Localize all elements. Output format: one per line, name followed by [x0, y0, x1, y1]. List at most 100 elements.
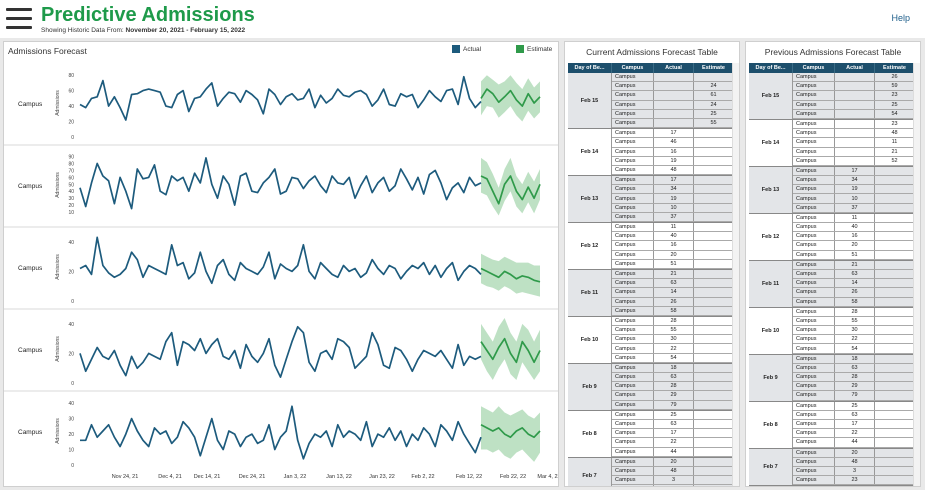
table-row[interactable]: Campus 16: [793, 232, 915, 242]
table-row[interactable]: Campus 20: [612, 250, 734, 260]
table-row[interactable]: Campus 37: [612, 212, 734, 222]
table-row[interactable]: Campus 63: [612, 279, 734, 289]
table-row[interactable]: Campus 16: [612, 147, 734, 157]
column-header[interactable]: Estimate: [694, 63, 734, 73]
current-forecast-table[interactable]: Day of Be... Campus Actual Estimate Feb 15 Ca…: [568, 63, 734, 486]
table-row[interactable]: Campus 40: [612, 232, 734, 242]
table-row[interactable]: Campus 25: [612, 109, 734, 119]
table-row[interactable]: Campus 28: [612, 382, 734, 392]
table-row[interactable]: Campus 11: [793, 138, 915, 148]
table-row[interactable]: Campus 22: [612, 344, 734, 354]
table-row[interactable]: Campus 48: [612, 466, 734, 477]
previous-table-scrollbar[interactable]: [913, 63, 920, 486]
previous-forecast-table[interactable]: Day of Be... Campus Actual Estimate Feb 15 Ca…: [749, 63, 915, 486]
table-row[interactable]: Campus 58: [793, 297, 915, 307]
table-row[interactable]: Campus 55: [793, 316, 915, 327]
table-row[interactable]: Campus 58: [612, 306, 734, 316]
table-row[interactable]: Campus 48: [793, 129, 915, 139]
table-row[interactable]: Campus 22: [793, 429, 915, 439]
table-row[interactable]: Campus 11: [793, 213, 915, 223]
table-row[interactable]: Campus 28: [793, 307, 915, 317]
table-row[interactable]: Campus: [612, 73, 734, 83]
table-row[interactable]: Campus 63: [612, 419, 734, 430]
table-row[interactable]: Campus 51: [612, 259, 734, 269]
table-row[interactable]: Campus 44: [612, 447, 734, 457]
legend-actual[interactable]: Actual: [452, 45, 481, 53]
table-row[interactable]: Campus 26: [793, 288, 915, 298]
table-row[interactable]: Campus 10: [793, 194, 915, 204]
table-row[interactable]: Campus 34: [612, 185, 734, 195]
table-row[interactable]: Campus 28: [793, 373, 915, 383]
column-header[interactable]: Day of Be...: [568, 63, 612, 73]
table-row[interactable]: Campus 55: [612, 326, 734, 336]
table-row[interactable]: Campus 24: [612, 100, 734, 110]
table-row[interactable]: Campus 3: [612, 476, 734, 486]
table-row[interactable]: Campus 14: [612, 288, 734, 298]
table-row[interactable]: Campus 10: [612, 203, 734, 213]
legend-estimate[interactable]: Estimate: [516, 45, 552, 53]
table-row[interactable]: Campus 29: [793, 382, 915, 392]
current-table-scrollbar[interactable]: [732, 63, 739, 486]
table-row[interactable]: Campus 59: [793, 82, 915, 92]
table-row[interactable]: Campus 61: [612, 91, 734, 101]
help-link[interactable]: Help: [891, 13, 910, 23]
table-row[interactable]: Campus 55: [612, 118, 734, 129]
table-row[interactable]: Campus 29: [612, 391, 734, 401]
table-row[interactable]: Campus 54: [793, 109, 915, 119]
table-row[interactable]: Campus 63: [793, 410, 915, 420]
table-row[interactable]: Campus 25: [793, 401, 915, 411]
table-row[interactable]: Campus 26: [612, 297, 734, 307]
table-row[interactable]: Campus 17: [612, 429, 734, 439]
table-row[interactable]: Campus 22: [793, 335, 915, 345]
column-header[interactable]: Actual: [654, 63, 694, 73]
table-row[interactable]: Campus 46: [612, 138, 734, 148]
table-row[interactable]: Campus 21: [793, 147, 915, 157]
table-row[interactable]: Campus 16: [612, 241, 734, 251]
column-header[interactable]: Estimate: [875, 63, 915, 73]
table-row[interactable]: Campus 19: [612, 194, 734, 204]
table-row[interactable]: Campus 48: [793, 457, 915, 467]
table-row[interactable]: Campus 48: [612, 165, 734, 176]
table-row[interactable]: Campus 21: [793, 260, 915, 270]
table-row[interactable]: Campus 30: [612, 335, 734, 345]
table-row[interactable]: Campus 54: [612, 353, 734, 363]
table-row[interactable]: Campus 14: [793, 279, 915, 289]
table-row[interactable]: Campus 19: [612, 156, 734, 166]
table-row[interactable]: Campus 17: [612, 176, 734, 186]
column-header[interactable]: Day of Be...: [749, 63, 793, 73]
table-row[interactable]: Campus 28: [612, 316, 734, 327]
table-row[interactable]: Campus 63: [793, 269, 915, 280]
table-row[interactable]: Campus 52: [793, 156, 915, 166]
table-row[interactable]: Campus 34: [793, 176, 915, 186]
table-row[interactable]: Campus 24: [612, 82, 734, 92]
column-header[interactable]: Actual: [835, 63, 875, 73]
table-row[interactable]: Campus 20: [793, 241, 915, 251]
menu-icon[interactable]: [6, 8, 32, 30]
table-row[interactable]: Campus 30: [793, 326, 915, 336]
table-row[interactable]: Campus 18: [793, 354, 915, 364]
table-row[interactable]: Campus 40: [793, 223, 915, 233]
column-header[interactable]: Campus: [793, 63, 835, 73]
table-row[interactable]: Campus 44: [793, 438, 915, 448]
table-row[interactable]: Campus 17: [793, 419, 915, 430]
table-row[interactable]: Campus 79: [612, 400, 734, 410]
table-row[interactable]: Campus 18: [612, 363, 734, 373]
table-row[interactable]: Campus 63: [793, 363, 915, 373]
table-row[interactable]: Campus 17: [793, 166, 915, 177]
table-row[interactable]: Campus 25: [612, 410, 734, 420]
table-row[interactable]: Campus 79: [793, 391, 915, 401]
table-row[interactable]: Campus 20: [612, 457, 734, 467]
table-row[interactable]: Campus 11: [612, 223, 734, 233]
table-row[interactable]: Campus 3: [793, 466, 915, 477]
table-row[interactable]: Campus 19: [793, 185, 915, 195]
table-row[interactable]: Campus 51: [793, 250, 915, 260]
table-row[interactable]: Campus 37: [793, 203, 915, 213]
table-row[interactable]: Campus 21: [612, 269, 734, 280]
table-row[interactable]: Campus 26: [793, 73, 915, 83]
table-row[interactable]: Campus 25: [793, 100, 915, 110]
table-row[interactable]: Campus 63: [612, 373, 734, 383]
